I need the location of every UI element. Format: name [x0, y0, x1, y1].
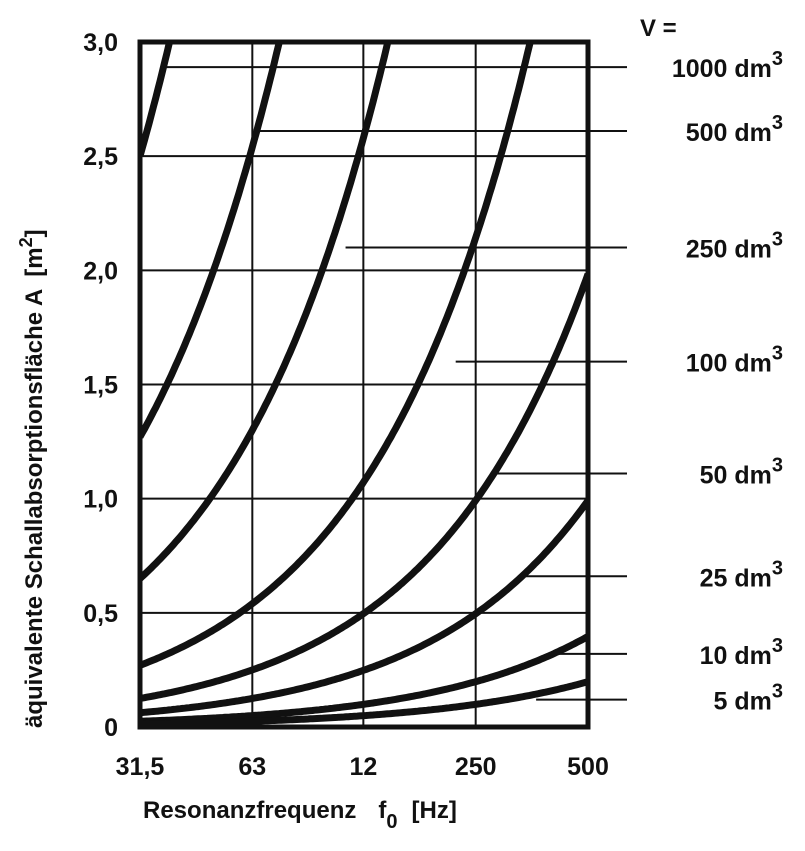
curve-500: [140, 42, 283, 439]
curves: [140, 42, 588, 727]
y-tick-label: 2,5: [83, 143, 118, 171]
curve-50: [140, 272, 588, 702]
x-axis-label: Resonanzfrequenz f0 [Hz]: [143, 797, 457, 833]
y-axis-label: äquivalente Schallabsorptionsfläche A [m2…: [16, 229, 48, 728]
volume-label-500: 500 dm3: [686, 112, 783, 147]
volume-label-50: 50 dm3: [700, 455, 783, 490]
volume-label-100: 100 dm3: [686, 343, 783, 378]
legend-header: V =: [640, 15, 677, 42]
label-guides: [163, 66, 627, 701]
volume-label-1000: 1000 dm3: [672, 48, 783, 83]
y-axis-unit-end: ]: [21, 229, 48, 237]
y-tick-label: 3,0: [83, 29, 118, 57]
curve-25: [140, 498, 588, 717]
y-tick-label: 0: [104, 714, 118, 742]
y-tick-label: 1,5: [83, 372, 118, 400]
x-tick-label: 500: [567, 753, 609, 781]
curve-250: [140, 42, 392, 582]
y-tick-label: 1,0: [83, 486, 118, 514]
volume-label-25: 25 dm3: [700, 557, 783, 592]
curve-100: [140, 42, 534, 669]
x-axis-symbol: f: [378, 797, 387, 824]
tick-labels: 31,5 63 12 250 500 0 0,5 1,0 1,5 2,0 2,5 3,0: [83, 29, 609, 781]
plot-frame: [137, 39, 591, 730]
volume-label-5: 5 dm3: [714, 681, 783, 716]
curve-10: [140, 633, 588, 725]
y-tick-label: 2,0: [83, 257, 118, 285]
y-axis-unit-base: [m: [21, 247, 48, 276]
x-tick-label: 31,5: [116, 753, 165, 781]
y-tick-label: 0,5: [83, 600, 118, 628]
y-axis-title: äquivalente Schallabsorptionsfläche A: [21, 289, 48, 728]
x-axis-subscript: 0: [386, 811, 397, 833]
curve-5: [140, 678, 588, 727]
volume-labels: 1000 dm3 500 dm3 250 dm3 100 dm3 50 dm3 25 dm…: [672, 48, 783, 715]
volume-label-250: 250 dm3: [686, 229, 783, 264]
x-tick-label: 12: [349, 753, 377, 781]
volume-label-10: 10 dm3: [700, 635, 783, 670]
x-tick-label: 250: [455, 753, 497, 781]
x-axis-title: Resonanzfrequenz: [143, 797, 356, 824]
x-axis-unit: [Hz]: [412, 797, 457, 824]
y-axis-unit-sup: 2: [16, 237, 36, 247]
x-tick-label: 63: [238, 753, 266, 781]
